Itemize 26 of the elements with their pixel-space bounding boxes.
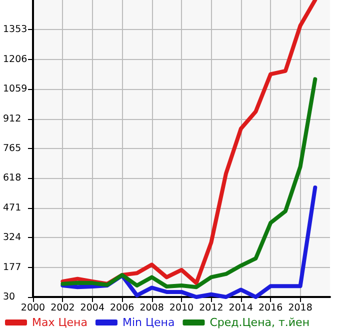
y-tick-label: 1206 [3,54,28,65]
y-tick-label: 618 [3,172,22,184]
x-tick-label: 2010 [169,302,194,314]
line-series [60,185,318,299]
line-series [60,77,318,290]
legend-label: Min Цена [122,316,175,329]
x-tick-label: 2012 [199,302,224,314]
legend-label: Сред.Цена, т.йен [210,316,310,329]
x-tick-label: 2018 [288,302,312,314]
y-tick-label: 324 [3,232,22,244]
x-tick-label: 2008 [140,302,164,314]
y-tick-label: 471 [3,202,22,214]
y-tick-label: 912 [3,113,22,124]
x-tick-label: 2014 [228,302,253,314]
x-tick-label: 2002 [50,302,75,314]
x-tick-label: 2016 [258,302,283,314]
y-tick-label: 30 [3,292,16,302]
line-series [60,0,318,286]
x-tick-label: 2004 [80,302,104,314]
legend-label: Max Цена [32,316,88,329]
x-tick-label: 2006 [110,302,134,314]
y-tick-label: 177 [3,262,22,273]
y-tick-label: 1353 [3,24,28,36]
y-tick-label: 765 [3,143,22,154]
y-tick-label: 1059 [3,84,28,95]
x-tick-label: 2000 [20,302,46,314]
